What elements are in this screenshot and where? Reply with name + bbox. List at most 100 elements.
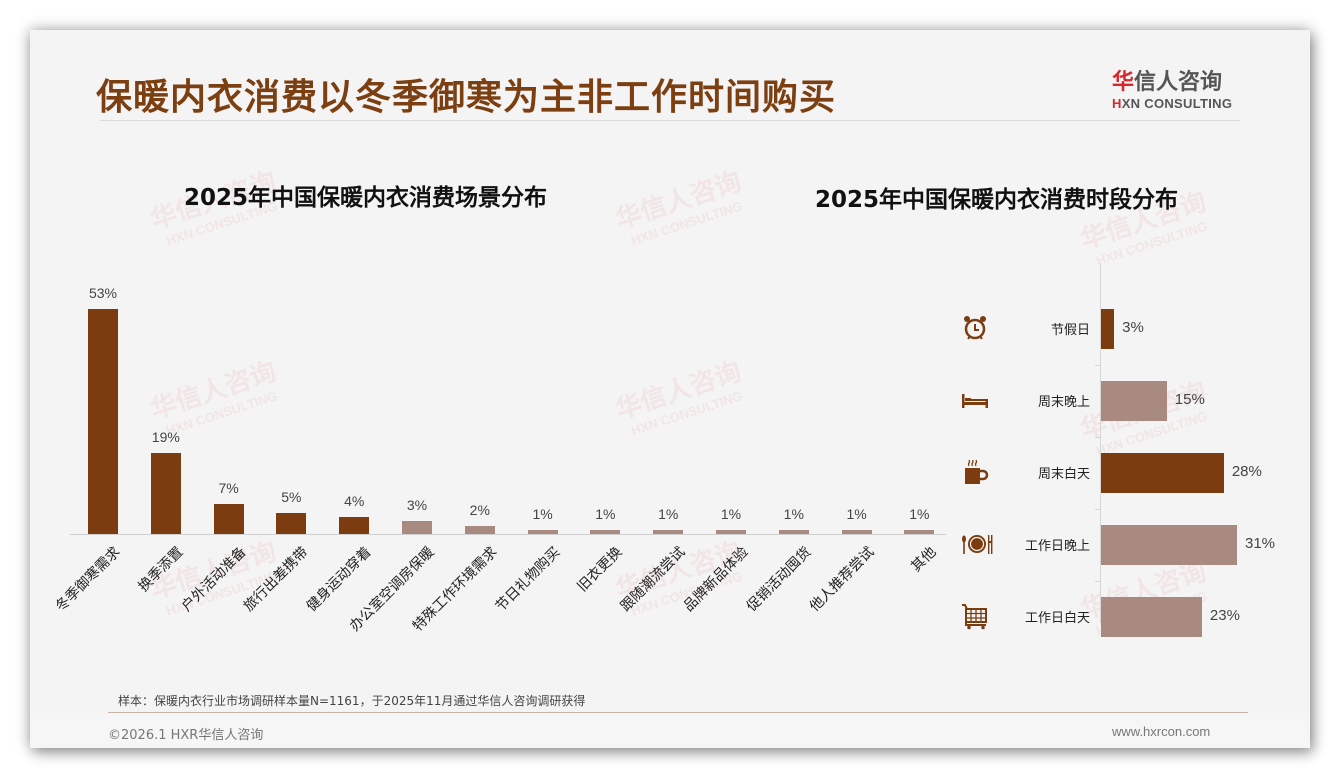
y-axis-line: [1100, 263, 1101, 623]
category-label: 换季添置: [135, 544, 187, 596]
bar: [339, 517, 370, 534]
bar-column: 1%: [527, 506, 558, 534]
bar: [716, 529, 746, 534]
bar-column: 1%: [653, 506, 684, 534]
bar-column: 19%: [150, 429, 181, 534]
bar-value-label: 2%: [469, 501, 490, 518]
bar-value-label: 19%: [151, 429, 180, 446]
bar-column: 2%: [464, 502, 495, 534]
bar: [213, 504, 244, 534]
x-axis-line: [70, 534, 946, 535]
bar-column: 1%: [590, 506, 621, 534]
period-row: 节假日 3%: [950, 293, 1290, 365]
slide: 保暖内衣消费以冬季御寒为主非工作时间购买 华信人咨询 HXN CONSULTIN…: [30, 30, 1310, 748]
category-label: 周末晚上: [1037, 395, 1090, 410]
category-label: 跟随潮流尝试: [617, 544, 689, 615]
logo-en: HXN CONSULTING: [1112, 96, 1233, 111]
page-title: 保暖内衣消费以冬季御寒为主非工作时间购买: [96, 77, 837, 118]
bed-icon: [960, 385, 990, 415]
bar-value-label: 3%: [406, 497, 428, 514]
bar-value-label: 3%: [1122, 319, 1144, 336]
bar-value-label: 1%: [720, 505, 742, 522]
bar: [1101, 381, 1167, 421]
axis-tick: [1095, 581, 1101, 582]
bar-column: 1%: [778, 506, 809, 534]
bar: [1101, 525, 1237, 565]
bar: [904, 529, 935, 534]
bar-value-label: 4%: [344, 493, 365, 510]
bar-column: 7%: [213, 480, 244, 534]
category-label: 他人推荐尝试: [806, 544, 878, 615]
bar: [1101, 453, 1224, 493]
bar: [653, 529, 684, 534]
bar-value-label: 1%: [783, 505, 804, 522]
logo: 华信人咨询 HXN CONSULTING: [1112, 64, 1252, 111]
category-label: 旧衣更换: [574, 544, 626, 596]
coffee-cup-icon: [960, 457, 990, 487]
bar-value-label: 53%: [88, 285, 118, 301]
bar: [527, 529, 558, 534]
bar-column: 1%: [904, 506, 935, 534]
bar-value-label: 1%: [595, 505, 616, 522]
bar: [276, 512, 307, 534]
logo-cn: 华信人咨询: [1112, 70, 1223, 95]
category-label: 旅行出差携带: [241, 544, 312, 615]
bar-value-label: 31%: [1245, 535, 1276, 552]
bar-column: 1%: [841, 506, 872, 534]
axis-tick: [1095, 509, 1101, 510]
category-label: 工作日晚上: [1024, 539, 1090, 554]
period-row: 工作日白天 23%: [950, 581, 1290, 653]
bar-column: 3%: [402, 497, 432, 534]
category-label: 周末白天: [1037, 467, 1090, 482]
bar-column: 53%: [88, 285, 118, 534]
scene-bar-chart: 53% 冬季御寒需求 19% 换季添置 7% 户外活动准备 5% 旅行出差携带 4% 健身运动穿着…: [53, 270, 950, 670]
bar: [1101, 309, 1115, 349]
title-divider: [100, 120, 1240, 121]
axis-tick: [1095, 437, 1101, 438]
category-label: 其他: [908, 544, 940, 576]
website-link[interactable]: www.hxrcon.com: [1112, 724, 1211, 739]
bar: [150, 453, 181, 534]
bar-value-label: 5%: [281, 488, 302, 505]
bar: [88, 309, 118, 534]
sample-note: 样本：保暖内衣行业市场调研样本量N=1161，于2025年11月通过华信人咨询调…: [118, 694, 586, 708]
scene-chart-title: 2025年中国保暖内衣消费场景分布: [184, 185, 548, 211]
bar-column: 4%: [339, 493, 370, 534]
bar: [1101, 597, 1202, 637]
footer-divider: [108, 712, 1248, 713]
bar-value-label: 1%: [846, 505, 867, 522]
category-label: 促销活动囤货: [743, 544, 815, 615]
bar: [402, 521, 432, 534]
alarm-clock-icon: [960, 313, 990, 343]
bar-value-label: 1%: [658, 505, 679, 522]
bar-column: 5%: [276, 489, 307, 534]
bar-value-label: 15%: [1174, 391, 1205, 408]
category-label: 节假日: [1050, 323, 1090, 338]
copyright: ©2026.1 HXR华信人咨询: [108, 728, 264, 743]
plate-cutlery-icon: [960, 529, 993, 559]
bar: [464, 525, 495, 534]
category-label: 工作日白天: [1024, 611, 1090, 626]
footer: ©2026.1 HXR华信人咨询 www.hxrcon.com: [30, 713, 1310, 748]
bar: [841, 529, 872, 534]
bar-column: 1%: [716, 506, 746, 534]
period-chart-title: 2025年中国保暖内衣消费时段分布: [815, 187, 1179, 213]
period-row: 周末白天 28%: [950, 437, 1290, 509]
category-label: 品牌新品体验: [680, 544, 752, 615]
bar: [778, 529, 809, 534]
bar-value-label: 23%: [1209, 607, 1240, 624]
period-row: 工作日晚上 31%: [950, 509, 1290, 581]
bar-value-label: 7%: [218, 480, 239, 497]
shopping-cart-icon: [960, 601, 990, 631]
bar-value-label: 28%: [1231, 463, 1262, 480]
period-row: 周末晚上 15%: [950, 365, 1290, 437]
bar-value-label: 1%: [532, 505, 553, 522]
bar-value-label: 1%: [909, 505, 930, 522]
category-label: 节日礼物购买: [492, 544, 564, 615]
bar: [590, 529, 621, 534]
category-label: 冬季御寒需求: [52, 544, 124, 615]
axis-tick: [1095, 365, 1101, 366]
category-label: 户外活动准备: [178, 544, 250, 615]
period-bar-chart: 节假日 3% 周末晚上 15% 周末白天 28% 工作日晚上 31% 工作日白天 23%: [950, 260, 1290, 637]
